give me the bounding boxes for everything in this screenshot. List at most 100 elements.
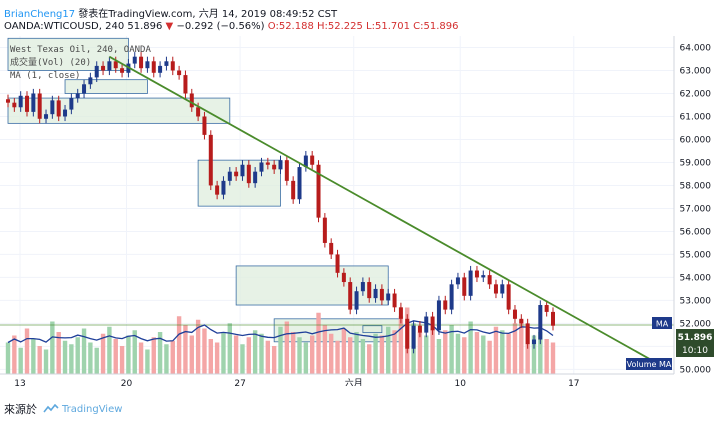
volume-bar [436,339,442,374]
volume-bar [69,344,74,374]
ma-tag-label: MA [656,320,669,329]
volume-bar [100,333,106,374]
candle-body [335,254,340,273]
candle-body [113,61,118,69]
candles [6,52,555,354]
candle-body [551,311,555,326]
last-price-tag: 51.896 10:10 [676,329,714,357]
volume-bar [322,325,328,374]
price-tick-label: 57.000 [680,204,712,214]
candle-body [139,56,144,69]
volume-bar [126,335,131,374]
candle-body [297,167,302,200]
volume-bar [81,328,87,374]
price-axis[interactable]: 64.000 63.000 62.000 61.000 60.000 59.000 58.0… [680,43,712,375]
volume-bar [195,319,201,374]
candle-body [493,284,498,294]
zone-box [235,265,389,306]
volume-bar [506,333,511,374]
candle-body [189,93,194,108]
candle-body [221,180,226,195]
candle-body [120,68,125,73]
price-tick-label: 59.000 [680,158,712,168]
candle-body [278,160,283,170]
candle-body [474,270,479,278]
zone-box [362,325,383,334]
candle-body [424,316,429,333]
volume-bar [335,340,340,374]
candle-body [132,56,137,64]
candle-body [259,162,264,172]
candle-body [246,164,251,184]
candle-body [468,270,473,296]
candle-body [69,98,74,110]
price-tick-label: 61.000 [680,112,712,122]
candle-body [101,65,106,71]
volume-bar [373,333,378,374]
candle-body [481,275,486,278]
legend-ma[interactable]: MA (1, close) [10,71,80,81]
volume-bar [227,323,233,374]
candle-body [170,61,175,71]
candle-body [487,275,492,285]
price-tick-label: 50.000 [680,365,712,375]
volume-ma-line [7,320,554,344]
volume-bar [151,337,156,374]
candle-body [75,93,80,99]
candle-body [284,160,289,181]
volume-bar [202,328,207,374]
candle-body [202,116,207,135]
candle-body [164,61,169,66]
candle-body [386,293,391,301]
candle-body [544,305,549,312]
chart-area[interactable]: 64.000 63.000 62.000 61.000 60.000 59.000 58.0… [0,36,720,386]
candle-body [443,300,448,310]
candle-body [329,242,334,255]
volume-bar [62,340,68,374]
candle-body [462,277,467,296]
volume-bar [297,337,302,374]
volume-bar [443,330,448,374]
volume-bar [341,328,347,374]
candle-body [6,99,10,103]
candle-body [373,288,378,299]
time-axis[interactable]: 13 20 27 六月 10 17 [14,377,579,386]
volume-bar [417,332,423,374]
last-price-label: 51.896 [678,333,713,343]
volume-bar [512,323,518,374]
time-tick-label: 17 [568,379,579,386]
price-chart[interactable]: 64.000 63.000 62.000 61.000 60.000 59.000 58.0… [0,36,720,386]
volume-bar [240,344,245,374]
volume-bar [500,330,505,374]
tradingview-logo[interactable]: TradingView [43,404,122,415]
candle-body [417,325,422,333]
volume-bar [246,337,252,374]
time-tick-label: 27 [234,379,245,386]
time-tick-label: 10 [454,379,466,386]
price-tick-label: 60.000 [680,135,712,145]
volume-bar [12,335,17,374]
price-tick-label: 63.000 [680,66,712,76]
candle-body [512,309,517,319]
volume-bar [468,321,473,374]
legend-volume[interactable]: 成交量(Vol) (20) [10,56,91,68]
candle-body [196,107,201,117]
candle-body [177,70,182,76]
volume-bar [519,319,524,374]
volume-bar [252,330,258,374]
volume-bar [176,316,182,374]
candle-body [455,277,460,285]
candle-body [18,95,23,108]
volume-bar [424,335,429,374]
price-tick-label: 55.000 [680,250,712,260]
author-link[interactable]: BrianCheng17 [4,9,76,20]
volume-ma-tag: Volume MA [626,358,672,370]
candle-body [151,61,156,73]
volume-bar [367,344,372,374]
candle-body [227,171,232,181]
trendline[interactable] [108,55,661,366]
volume-bar [56,332,61,374]
volume-bar [265,340,271,374]
volume-bar [107,326,112,374]
volume-bar [214,342,220,374]
